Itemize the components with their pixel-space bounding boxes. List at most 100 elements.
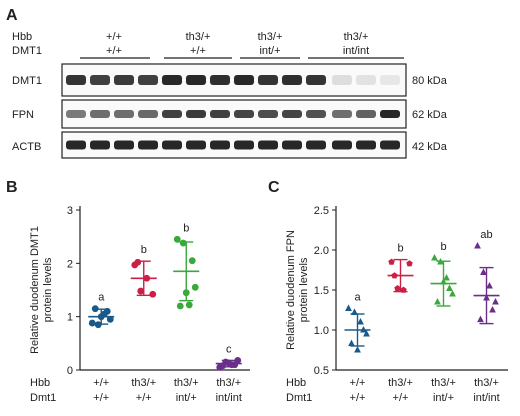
x-tick-label-hbb: th3/+	[431, 377, 456, 389]
data-point	[231, 361, 239, 369]
group-header-1: +/+ +/+	[80, 31, 150, 59]
x-tick-label-hbb: th3/+	[131, 377, 156, 389]
y-tick-label: 1.0	[314, 325, 329, 337]
x-dmt1-label-c: Dmt1	[286, 392, 312, 404]
data-point	[400, 286, 407, 293]
significance-letter: b	[440, 241, 446, 253]
data-point	[357, 318, 364, 325]
blot-band	[234, 140, 254, 150]
panel-c: C 0.5 1.0 1.5 2.0 2.5 Relative duodenum FPN pr…	[268, 179, 508, 404]
blot-band	[380, 75, 400, 85]
data-point	[486, 282, 493, 289]
blot-band	[258, 75, 278, 85]
blot-band	[66, 140, 86, 150]
data-point	[219, 362, 227, 370]
group-3-hbb: th3/+	[258, 31, 283, 43]
data-point	[443, 274, 450, 281]
data-point	[474, 242, 481, 249]
blot-band	[162, 75, 182, 85]
x-tick-label-dmt1: int/int	[216, 392, 242, 404]
x-tick-label-dmt1: +/+	[350, 392, 366, 404]
blot-band	[380, 110, 400, 118]
blot-band	[114, 110, 134, 118]
y-tick-label: 2.5	[314, 205, 329, 217]
group-4-hbb: th3/+	[344, 31, 369, 43]
data-point	[477, 315, 484, 323]
data-point	[348, 339, 355, 347]
significance-letter: b	[397, 243, 403, 255]
data-point	[446, 284, 453, 291]
data-point	[391, 272, 398, 279]
data-point	[182, 289, 190, 297]
blot-band	[282, 140, 302, 150]
x-tick-label-dmt1: int/+	[176, 392, 197, 404]
data-point	[406, 260, 413, 267]
x-tick-label-dmt1: +/+	[393, 392, 409, 404]
data-point	[489, 306, 496, 313]
blot-band	[234, 110, 254, 118]
blot-band	[186, 110, 206, 118]
group-2-dmt1: +/+	[190, 45, 206, 57]
x-tick-label-dmt1: +/+	[93, 392, 109, 404]
blot-band	[114, 75, 134, 85]
y-axis-label: protein levels	[42, 257, 54, 322]
data-point	[185, 301, 193, 309]
blot-band	[186, 75, 206, 85]
blot-band	[282, 110, 302, 118]
blot-band	[258, 110, 278, 118]
data-point	[225, 359, 233, 367]
blot-band	[210, 140, 230, 150]
panel-b-letter: B	[6, 179, 18, 196]
blot-band	[138, 75, 158, 85]
group-1-hbb: +/+	[106, 31, 122, 43]
data-point	[134, 258, 142, 266]
data-point	[437, 258, 444, 265]
chart-b: 0 1 2 3 Relative duodenum DMT1 protein levels…	[29, 205, 250, 404]
panel-a-letter: A	[6, 7, 18, 24]
x-tick-label-dmt1: int/+	[433, 392, 454, 404]
blot-band	[258, 140, 278, 150]
significance-letter: a	[354, 291, 361, 303]
y-axis-label: Relative duodenum DMT1	[29, 226, 41, 354]
blot-fpn-kda: 62 kDa	[412, 109, 448, 121]
group-header-3: th3/+ int/+	[240, 31, 300, 59]
blot-band	[306, 75, 326, 85]
x-tick-label-hbb: th3/+	[174, 377, 199, 389]
blot-band	[332, 75, 352, 85]
data-point	[191, 283, 199, 291]
data-point	[345, 304, 352, 311]
blot-band	[210, 110, 230, 118]
x-hbb-label-b: Hbb	[30, 377, 50, 389]
group-3-dmt1: int/+	[259, 45, 280, 57]
blot-band	[332, 110, 352, 118]
data-point	[103, 307, 111, 315]
blot-actb-kda: 42 kDa	[412, 141, 448, 153]
data-point	[363, 330, 370, 337]
blot-band	[234, 75, 254, 85]
x-tick-label-hbb: th3/+	[474, 377, 499, 389]
blot-dmt1-kda: 80 kDa	[412, 75, 448, 87]
data-point	[354, 346, 361, 353]
data-point	[434, 298, 441, 305]
group-4-dmt1: int/int	[343, 45, 369, 57]
blot-band	[356, 110, 376, 118]
blot-band	[162, 140, 182, 150]
blot-band	[162, 110, 182, 118]
x-tick-label-hbb: +/+	[350, 377, 366, 389]
blot-band	[66, 75, 86, 85]
data-point	[431, 254, 438, 261]
x-tick-label-hbb: th3/+	[216, 377, 241, 389]
data-point	[94, 321, 102, 329]
significance-letter: ab	[480, 229, 492, 241]
blot-band	[186, 140, 206, 150]
blot-band	[356, 140, 376, 150]
blot-band	[138, 140, 158, 150]
significance-letter: b	[141, 244, 147, 256]
x-tick-label-dmt1: +/+	[136, 392, 152, 404]
group-1-dmt1: +/+	[106, 45, 122, 57]
data-point	[351, 308, 358, 315]
data-point	[91, 305, 99, 313]
blot-band	[356, 75, 376, 85]
hbb-row-label: Hbb	[12, 31, 32, 43]
data-point	[176, 302, 184, 310]
